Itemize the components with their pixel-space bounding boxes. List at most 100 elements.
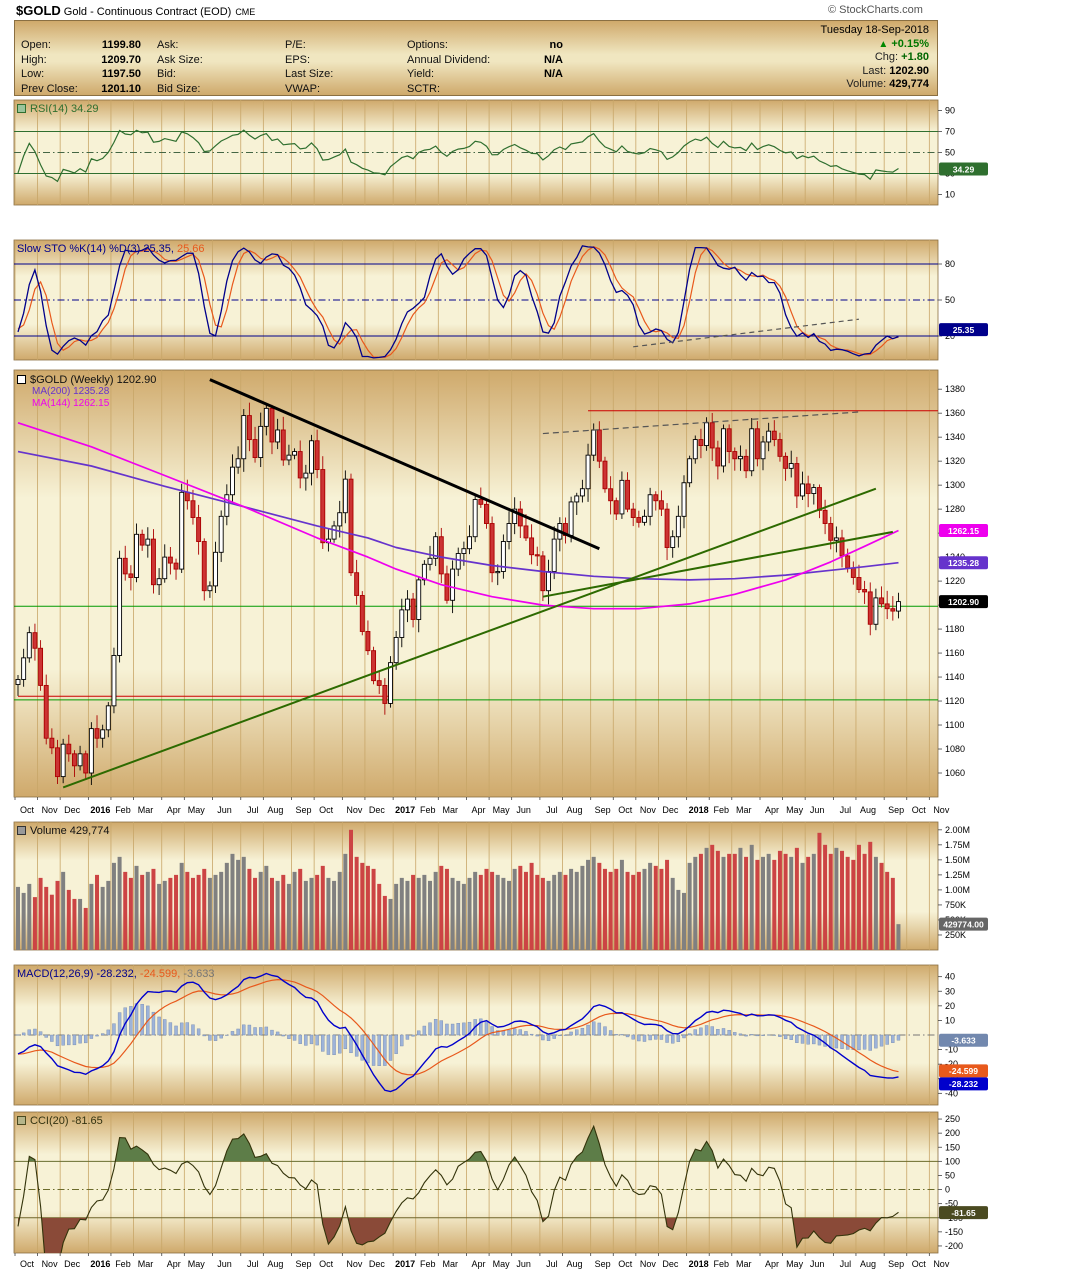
svg-text:Apr: Apr xyxy=(167,1259,181,1269)
quote-label: SCTR: xyxy=(407,82,440,95)
svg-text:Dec: Dec xyxy=(369,805,386,815)
svg-text:-40: -40 xyxy=(945,1088,958,1098)
green-uptrend-line-2 xyxy=(542,530,894,598)
svg-text:1220: 1220 xyxy=(945,576,965,586)
cci-legend: CCI(20) -81.65 xyxy=(17,1115,103,1127)
stockcharts-credit: © StockCharts.com xyxy=(828,4,923,16)
ma144-line xyxy=(17,421,899,610)
svg-text:250: 250 xyxy=(945,1114,960,1124)
svg-text:250K: 250K xyxy=(945,930,966,940)
svg-text:50: 50 xyxy=(945,295,955,305)
svg-text:Jun: Jun xyxy=(217,805,232,815)
quote-label: High: xyxy=(21,53,47,66)
svg-text:50: 50 xyxy=(945,148,955,158)
svg-text:Feb: Feb xyxy=(713,1259,729,1269)
svg-text:2.00M: 2.00M xyxy=(945,825,970,835)
quote-date: Tuesday 18-Sep-2018 xyxy=(820,24,929,36)
black-downtrend-line xyxy=(209,378,600,551)
svg-text:Jul: Jul xyxy=(840,805,852,815)
svg-text:200: 200 xyxy=(945,1128,960,1138)
svg-text:1360: 1360 xyxy=(945,408,965,418)
quote-cell: Yield: N/A xyxy=(407,68,579,82)
quote-label: Bid Size: xyxy=(157,82,201,95)
chg-label: Chg: xyxy=(874,51,899,64)
price-legend: $GOLD (Weekly) 1202.90 MA(200) 1235.28 M… xyxy=(17,374,156,410)
rsi-line xyxy=(17,129,899,183)
volume-bars xyxy=(16,829,901,950)
svg-text:1380: 1380 xyxy=(945,384,965,394)
svg-text:Feb: Feb xyxy=(713,805,729,815)
svg-text:1262.15: 1262.15 xyxy=(948,526,979,536)
svg-text:Dec: Dec xyxy=(64,1259,81,1269)
macd-legend: MACD(12,26,9) -28.232, -24.599, -3.633 xyxy=(17,968,215,980)
quote-value: 1197.50 xyxy=(101,68,141,80)
svg-text:2016: 2016 xyxy=(90,1259,110,1269)
change-percent: +0.15% xyxy=(891,37,929,50)
svg-text:Oct: Oct xyxy=(618,805,633,815)
green-uptrend-line xyxy=(62,487,877,789)
quote-cell: Bid: xyxy=(157,68,285,82)
last-value: 1202.90 xyxy=(889,64,929,77)
quote-label: Options: xyxy=(407,39,448,51)
svg-text:Nov: Nov xyxy=(933,805,950,815)
quote-label: Last Size: xyxy=(285,68,334,80)
quote-label: VWAP: xyxy=(285,82,321,95)
candlesticks xyxy=(15,402,901,786)
last-price-box xyxy=(939,595,988,609)
cci-line xyxy=(17,1124,899,1253)
svg-text:Oct: Oct xyxy=(912,805,927,815)
svg-text:Dec: Dec xyxy=(662,1259,679,1269)
quote-label: Open: xyxy=(21,39,51,51)
svg-text:Apr: Apr xyxy=(765,1259,779,1269)
cci-panel-icon xyxy=(17,1116,26,1125)
svg-text:Sep: Sep xyxy=(595,805,611,815)
svg-text:Aug: Aug xyxy=(860,1259,876,1269)
svg-text:1.75M: 1.75M xyxy=(945,840,970,850)
chart-description: Gold - Continuous Contract (EOD) xyxy=(63,6,232,18)
svg-text:Aug: Aug xyxy=(267,1259,283,1269)
quote-cell: Ask Size: xyxy=(157,54,285,68)
svg-text:Jul: Jul xyxy=(247,805,259,815)
svg-text:Dec: Dec xyxy=(64,805,81,815)
quote-grid: Open: 1199.80 Ask: P/E: Options: no High: 1209.… xyxy=(21,39,579,96)
svg-text:Dec: Dec xyxy=(369,1259,386,1269)
svg-text:Oct: Oct xyxy=(20,1259,35,1269)
volume-legend: Volume 429,774 xyxy=(17,825,110,837)
quote-cell: P/E: xyxy=(285,39,407,53)
svg-text:Jun: Jun xyxy=(516,1259,531,1269)
ma200-legend-text: MA(200) 1235.28 xyxy=(32,386,110,397)
svg-text:-50: -50 xyxy=(945,1199,958,1209)
svg-text:1235.28: 1235.28 xyxy=(948,558,979,568)
svg-text:20: 20 xyxy=(945,1001,955,1011)
svg-text:Apr: Apr xyxy=(472,805,486,815)
svg-text:750K: 750K xyxy=(945,900,966,910)
svg-text:Aug: Aug xyxy=(860,805,876,815)
quote-value: no xyxy=(549,39,563,51)
svg-text:1340: 1340 xyxy=(945,432,965,442)
svg-text:May: May xyxy=(493,805,511,815)
svg-text:Nov: Nov xyxy=(346,805,363,815)
quote-label: Bid: xyxy=(157,68,176,80)
svg-text:90: 90 xyxy=(945,106,955,116)
svg-text:2018: 2018 xyxy=(689,805,709,815)
svg-text:Dec: Dec xyxy=(662,805,679,815)
rsi-value-box xyxy=(939,162,988,176)
symbol: $GOLD xyxy=(16,3,61,18)
quote-value: N/A xyxy=(544,53,563,66)
exchange-label: CME xyxy=(235,7,256,17)
svg-text:Apr: Apr xyxy=(167,805,181,815)
quote-cell: Prev Close: 1201.10 xyxy=(21,83,157,97)
svg-text:50: 50 xyxy=(945,1170,955,1180)
svg-text:Sep: Sep xyxy=(888,1259,904,1269)
svg-text:Mar: Mar xyxy=(443,805,459,815)
svg-text:150: 150 xyxy=(945,1142,960,1152)
svg-text:-3.633: -3.633 xyxy=(951,1036,976,1046)
svg-text:Nov: Nov xyxy=(42,805,59,815)
cci-overbought-fill xyxy=(18,1126,899,1162)
quote-value: 1201.10 xyxy=(101,82,141,95)
svg-text:May: May xyxy=(188,805,206,815)
svg-text:-10: -10 xyxy=(945,1045,958,1055)
cci-oversold-fill xyxy=(18,1217,899,1253)
svg-text:1320: 1320 xyxy=(945,456,965,466)
svg-text:2017: 2017 xyxy=(395,805,415,815)
